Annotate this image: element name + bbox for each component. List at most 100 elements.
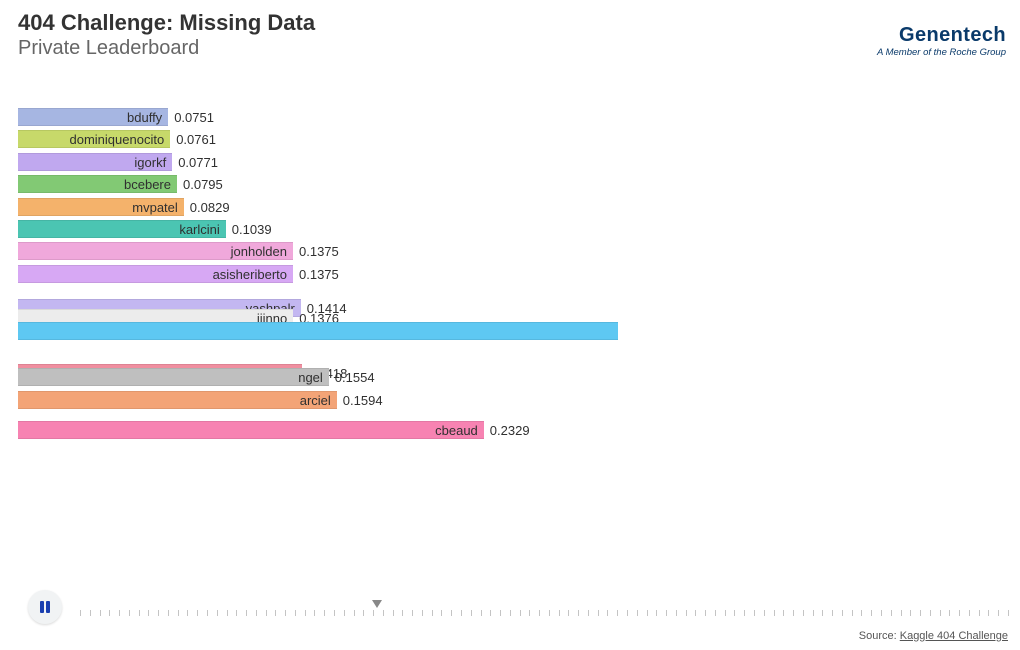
bar: jonholden bbox=[18, 242, 293, 260]
bar-label: karlcini bbox=[179, 222, 219, 237]
timeline-tick bbox=[412, 610, 413, 616]
timeline-tick bbox=[529, 610, 530, 616]
timeline-tick bbox=[627, 610, 628, 616]
bar-value: 0.1554 bbox=[329, 368, 375, 386]
timeline-tick bbox=[988, 610, 989, 616]
chart-subtitle: Private Leaderboard bbox=[18, 37, 1008, 60]
bar-row bbox=[18, 322, 1002, 340]
timeline-tick bbox=[852, 610, 853, 616]
bar-label: bduffy bbox=[127, 110, 162, 125]
timeline-tick bbox=[383, 610, 384, 616]
timeline-tick bbox=[686, 610, 687, 616]
pause-button[interactable] bbox=[28, 590, 62, 624]
timeline-tick bbox=[510, 610, 511, 616]
timeline-tick bbox=[481, 610, 482, 616]
timeline-tick bbox=[100, 610, 101, 616]
bar-label: bcebere bbox=[124, 177, 171, 192]
timeline-tick bbox=[422, 610, 423, 616]
timeline-controls bbox=[28, 590, 1008, 626]
timeline-tick bbox=[334, 610, 335, 616]
timeline-slider[interactable] bbox=[80, 604, 1008, 620]
pause-icon bbox=[38, 600, 52, 614]
bar-row: ngel0.1554 bbox=[18, 368, 1002, 386]
timeline-tick bbox=[725, 610, 726, 616]
timeline-tick bbox=[959, 610, 960, 616]
timeline-tick bbox=[588, 610, 589, 616]
timeline-tick bbox=[549, 610, 550, 616]
bar: igorkf bbox=[18, 153, 172, 171]
timeline-tick bbox=[676, 610, 677, 616]
timeline-marker[interactable] bbox=[372, 600, 382, 608]
bar-label: dominiquenocito bbox=[70, 132, 165, 147]
timeline-tick bbox=[256, 610, 257, 616]
timeline-tick bbox=[656, 610, 657, 616]
timeline-tick bbox=[148, 610, 149, 616]
timeline-tick bbox=[715, 610, 716, 616]
bar-label: cbeaud bbox=[435, 423, 478, 438]
timeline-tick bbox=[617, 610, 618, 616]
bar-label: mvpatel bbox=[132, 200, 178, 215]
sponsor-logo-subtext: A Member of the Roche Group bbox=[877, 47, 1006, 58]
bar: arciel bbox=[18, 391, 337, 409]
timeline-tick bbox=[774, 610, 775, 616]
timeline-tick bbox=[861, 610, 862, 616]
page: 404 Challenge: Missing Data Private Lead… bbox=[0, 0, 1020, 650]
timeline-tick bbox=[578, 610, 579, 616]
bar-row: bduffy 0.0751 bbox=[18, 108, 1002, 126]
timeline-tick bbox=[891, 610, 892, 616]
timeline-tick bbox=[559, 610, 560, 616]
timeline-tick bbox=[363, 610, 364, 616]
bar: karlcini bbox=[18, 220, 226, 238]
timeline-tick bbox=[178, 610, 179, 616]
timeline-tick bbox=[598, 610, 599, 616]
timeline-tick bbox=[647, 610, 648, 616]
timeline-tick bbox=[373, 610, 374, 616]
timeline-tick bbox=[236, 610, 237, 616]
timeline-tick bbox=[969, 610, 970, 616]
timeline-tick bbox=[568, 610, 569, 616]
timeline-tick bbox=[285, 610, 286, 616]
timeline-tick bbox=[217, 610, 218, 616]
header: 404 Challenge: Missing Data Private Lead… bbox=[18, 10, 1008, 60]
bar: bcebere bbox=[18, 175, 177, 193]
timeline-tick bbox=[451, 610, 452, 616]
chart-title: 404 Challenge: Missing Data bbox=[18, 10, 1008, 35]
timeline-tick bbox=[871, 610, 872, 616]
timeline-tick bbox=[197, 610, 198, 616]
bar-value: 0.0795 bbox=[177, 175, 223, 193]
timeline-tick bbox=[471, 610, 472, 616]
timeline-tick bbox=[813, 610, 814, 616]
bar-row: asisheriberto 0.1375 bbox=[18, 265, 1002, 283]
timeline-tick bbox=[295, 610, 296, 616]
bar-value: 0.1039 bbox=[226, 220, 272, 238]
timeline-tick bbox=[822, 610, 823, 616]
timeline-tick bbox=[764, 610, 765, 616]
sponsor-logo-text: Genentech bbox=[877, 24, 1006, 47]
bar-value: 0.0751 bbox=[168, 108, 214, 126]
timeline-tick bbox=[832, 610, 833, 616]
timeline-tick bbox=[520, 610, 521, 616]
timeline-tick bbox=[432, 610, 433, 616]
timeline-tick bbox=[979, 610, 980, 616]
timeline-tick bbox=[940, 610, 941, 616]
source-attribution: Source: Kaggle 404 Challenge bbox=[859, 630, 1008, 642]
timeline-tick bbox=[666, 610, 667, 616]
bar-row: karlcini 0.1039 bbox=[18, 220, 1002, 238]
source-link[interactable]: Kaggle 404 Challenge bbox=[900, 630, 1008, 642]
bar-label: asisheriberto bbox=[213, 267, 287, 282]
timeline-tick bbox=[793, 610, 794, 616]
bar-row: arciel0.1594 bbox=[18, 391, 1002, 409]
timeline-tick bbox=[109, 610, 110, 616]
timeline-tick bbox=[1008, 610, 1009, 616]
bar: dominiquenocito bbox=[18, 130, 170, 148]
bar-value: 0.0829 bbox=[184, 198, 230, 216]
timeline-tick bbox=[490, 610, 491, 616]
timeline-tick bbox=[803, 610, 804, 616]
timeline-tick bbox=[129, 610, 130, 616]
timeline-tick bbox=[305, 610, 306, 616]
bar-chart: bduffy0.0751dominiquenocito0.0761igorkf0… bbox=[18, 108, 1002, 578]
bar-row: jonholden0.1375 bbox=[18, 242, 1002, 260]
bar-value: 0.1375 bbox=[293, 265, 339, 283]
timeline-tick bbox=[80, 610, 81, 616]
bar-row: bcebere 0.0795 bbox=[18, 175, 1002, 193]
